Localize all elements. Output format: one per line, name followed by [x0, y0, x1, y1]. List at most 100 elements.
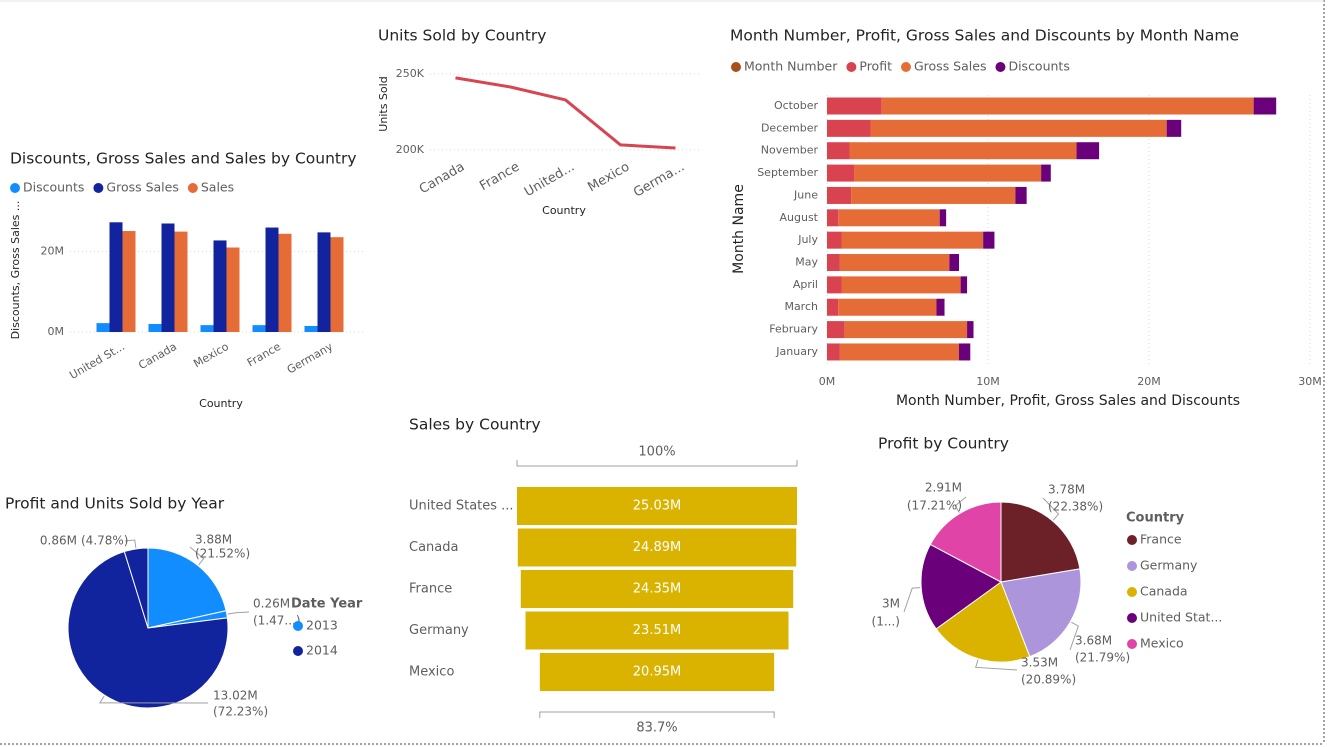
chart-title: Month Number, Profit, Gross Sales and Di… — [730, 27, 1239, 45]
y-tick-label: August — [780, 211, 819, 224]
y-tick-label: September — [757, 166, 818, 179]
bar-segment — [827, 298, 839, 316]
funnel-bar — [517, 528, 797, 567]
bar — [252, 325, 266, 332]
data-label: 24.35M — [633, 582, 681, 597]
category-label: Mexico — [409, 665, 454, 680]
chart-title: Units Sold by Country — [378, 27, 546, 45]
bar-segment — [1253, 97, 1277, 115]
x-tick-label: 20M — [1137, 375, 1161, 388]
funnel-bracket — [539, 711, 775, 718]
bar-segment — [841, 276, 961, 294]
x-tick-label: 10M — [976, 375, 1000, 388]
category-label: Germany — [409, 623, 469, 638]
legend-marker — [900, 62, 911, 72]
bar — [304, 325, 318, 332]
bar-segment — [1015, 186, 1027, 204]
leader-line — [954, 496, 967, 513]
legend-label: Discounts — [23, 180, 84, 195]
pie-slice — [1000, 568, 1082, 658]
bar-segment — [983, 231, 995, 249]
funnel-bar — [520, 570, 794, 608]
bar-segment — [936, 298, 945, 316]
legend-label: United Stat... — [1140, 610, 1222, 625]
legend-marker — [1127, 587, 1137, 597]
bar-segment — [827, 119, 871, 137]
data-label: 23.51M — [633, 623, 681, 638]
bar — [161, 223, 175, 332]
bar-segment — [827, 231, 842, 249]
bar-segment — [1076, 142, 1100, 160]
legend-title: Country — [1126, 511, 1185, 526]
legend-label: Discounts — [1008, 59, 1069, 74]
x-tick-label: 0M — [819, 375, 836, 388]
funnel-bar — [525, 611, 789, 650]
bar-segment — [827, 254, 840, 272]
legend-marker — [1127, 613, 1137, 623]
legend-marker — [10, 183, 20, 193]
data-label: 3M — [882, 597, 900, 611]
bar-segment — [949, 254, 960, 272]
pie-slice — [920, 543, 1002, 630]
y-tick-label: February — [769, 323, 818, 336]
bar — [122, 231, 136, 332]
bar-segment — [838, 209, 940, 227]
legend-label: France — [1140, 532, 1182, 547]
legend-marker — [731, 62, 741, 72]
pie-slice — [929, 501, 1002, 583]
data-label: (21.52%) — [195, 547, 250, 561]
bar-segment — [827, 164, 855, 182]
bar-segment — [851, 186, 1016, 204]
chart-title: Profit and Units Sold by Year — [5, 495, 225, 513]
chart-title: Profit by Country — [878, 435, 1009, 453]
chart-title: Sales by Country — [409, 416, 541, 434]
bar — [213, 240, 227, 332]
data-label: (1.47...) — [253, 614, 301, 628]
category-label: France — [409, 582, 452, 597]
bar-segment — [1041, 164, 1051, 182]
data-label: 3.88M — [195, 533, 232, 547]
legend-marker — [1127, 535, 1137, 545]
data-label: (1...) — [872, 615, 900, 629]
y-tick-label: May — [795, 256, 818, 269]
bar-segment — [827, 343, 840, 361]
data-label: 3.53M — [1021, 656, 1058, 670]
bar — [200, 325, 214, 332]
legend-label: Gross Sales — [106, 180, 178, 195]
category-label: United States ... — [409, 499, 514, 514]
bar — [317, 232, 331, 332]
y-tick-label: April — [793, 278, 818, 291]
legend-label: 2014 — [306, 643, 338, 658]
bar-segment — [839, 343, 960, 361]
legend-marker — [1127, 639, 1137, 649]
bar-segment — [841, 231, 984, 249]
y-axis-title: Discounts, Gross Sales ... — [9, 201, 22, 340]
funnel-bar — [517, 487, 797, 525]
data-label: 20.95M — [633, 665, 681, 680]
bar — [330, 237, 344, 332]
y-tick-label: November — [761, 144, 819, 157]
legend-label: Mexico — [1140, 636, 1184, 651]
x-axis-title: Month Number, Profit, Gross Sales and Di… — [896, 393, 1240, 409]
legend-marker — [995, 62, 1006, 72]
legend-marker — [187, 183, 198, 193]
bar-segment — [827, 142, 850, 160]
bar — [278, 233, 292, 332]
pie-slice — [67, 550, 229, 709]
legend-marker — [1127, 561, 1137, 571]
pie-slice — [147, 547, 227, 629]
data-label: (20.89%) — [1021, 673, 1076, 687]
data-label: 3.68M — [1075, 634, 1112, 648]
pie-slice — [1000, 501, 1081, 583]
bar-segment — [844, 321, 968, 339]
funnel-bar — [539, 653, 775, 691]
bar-segment — [839, 254, 950, 272]
funnel-top-label: 100% — [638, 445, 675, 460]
leader-line — [227, 611, 250, 615]
leader-line — [189, 546, 205, 566]
bar-segment — [881, 97, 1254, 115]
data-label: (72.23%) — [213, 705, 268, 719]
bar-segment — [827, 97, 882, 115]
